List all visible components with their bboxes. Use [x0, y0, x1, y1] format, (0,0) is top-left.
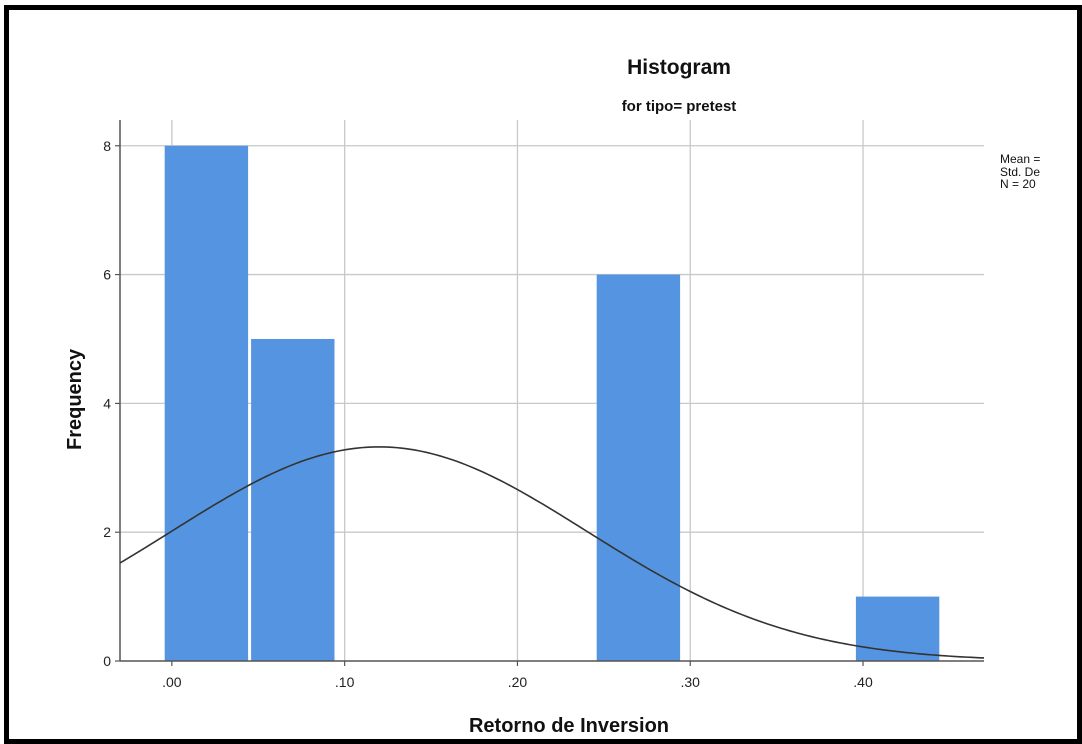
- chart-subtitle: for tipo= pretest: [621, 98, 737, 115]
- x-tick-label: .10: [335, 674, 355, 690]
- legend-std-dev: Std. De: [1000, 165, 1041, 178]
- x-tick-label: .40: [853, 674, 873, 690]
- stats-legend: Mean = Std. De N = 20: [1000, 153, 1077, 191]
- histogram-bar: [164, 145, 249, 661]
- histogram-bar: [855, 596, 940, 661]
- y-tick-label: 6: [103, 267, 111, 283]
- y-tick-label: 0: [103, 653, 111, 669]
- y-tick-label: 8: [103, 138, 111, 154]
- x-axis-label: Retorno de Inversion: [468, 715, 670, 737]
- x-tick-label: .30: [681, 674, 701, 690]
- histogram-plot: 0 2 4 6 8 .00 .10 .20 .30 .40: [103, 120, 985, 690]
- chart-title: Histogram: [627, 56, 731, 79]
- y-axis-label: Frequency: [64, 348, 86, 450]
- legend-n: N = 20: [1000, 178, 1036, 191]
- x-tick-label: .00: [162, 674, 182, 690]
- y-tick-label: 4: [103, 395, 111, 411]
- normal-curve: [119, 446, 985, 659]
- chart-frame: 0 2 4 6 8 .00 .10 .20 .30 .40 Histogram for tipo=…: [4, 5, 1082, 744]
- histogram-bar: [596, 274, 681, 661]
- legend-mean: Mean =: [1000, 153, 1041, 166]
- histogram-bar: [251, 338, 335, 661]
- x-tick-label: .20: [508, 674, 528, 690]
- y-tick-label: 2: [103, 524, 111, 540]
